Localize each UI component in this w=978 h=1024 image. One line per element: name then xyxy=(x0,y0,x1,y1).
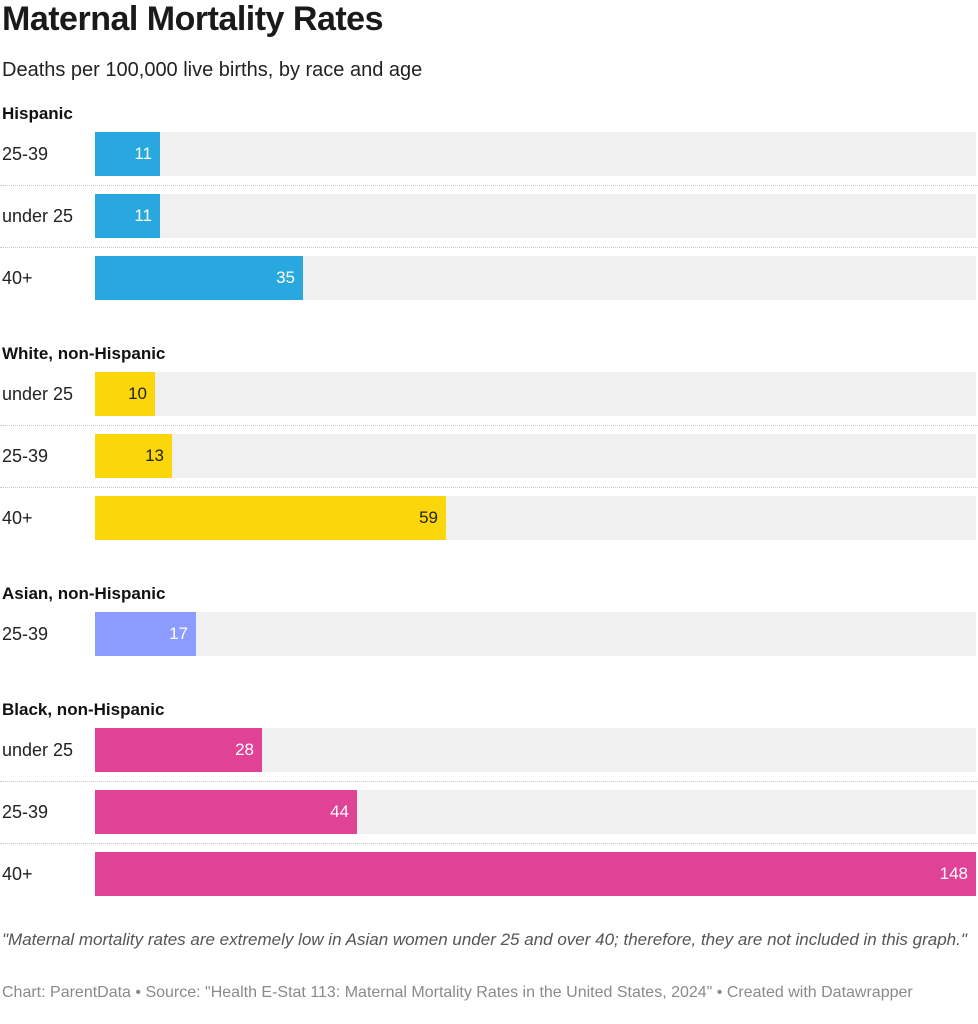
bar-track xyxy=(95,612,976,656)
group-label: Black, non-Hispanic xyxy=(2,700,165,719)
bar-track xyxy=(95,132,976,176)
row-label: 40+ xyxy=(2,268,33,288)
bar xyxy=(95,256,303,300)
chart-title: Maternal Mortality Rates xyxy=(2,0,384,38)
row-label: 25-39 xyxy=(2,624,49,644)
bar xyxy=(95,194,160,238)
row-label: under 25 xyxy=(2,384,74,404)
row-label: 40+ xyxy=(2,864,33,884)
value-label: 11 xyxy=(134,144,152,163)
bar xyxy=(95,790,357,834)
chart-source: Chart: ParentData • Source: "Health E-St… xyxy=(2,984,913,1001)
chart-note: "Maternal mortality rates are extremely … xyxy=(2,930,967,949)
row-separator xyxy=(0,781,978,782)
value-label: 44 xyxy=(330,802,349,821)
value-label: 11 xyxy=(134,206,152,225)
row-separator xyxy=(0,487,978,488)
bar xyxy=(95,434,172,478)
bar xyxy=(95,496,446,540)
row-label: 40+ xyxy=(2,508,33,528)
value-label: 13 xyxy=(145,446,164,465)
row-label: 25-39 xyxy=(2,802,49,822)
row-label: 25-39 xyxy=(2,144,49,164)
row-label: under 25 xyxy=(2,740,74,760)
group-label: White, non-Hispanic xyxy=(2,344,166,363)
bar xyxy=(95,132,160,176)
group-label: Asian, non-Hispanic xyxy=(2,584,166,603)
row-separator xyxy=(0,843,978,844)
row-separator xyxy=(0,247,978,248)
value-label: 17 xyxy=(169,624,188,643)
group-label: Hispanic xyxy=(2,104,73,123)
value-label: 35 xyxy=(276,268,295,287)
bar xyxy=(95,728,262,772)
bar xyxy=(95,372,155,416)
chart-subtitle: Deaths per 100,000 live births, by race … xyxy=(2,59,423,81)
value-label: 148 xyxy=(939,864,968,883)
bar-track xyxy=(95,194,976,238)
row-separator xyxy=(0,425,978,426)
row-label: 25-39 xyxy=(2,446,49,466)
row-label: under 25 xyxy=(2,206,74,226)
row-separator xyxy=(0,185,978,186)
value-label: 28 xyxy=(235,740,254,759)
value-label: 59 xyxy=(419,508,438,527)
bar-track xyxy=(95,434,976,478)
bar xyxy=(95,852,976,896)
value-label: 10 xyxy=(128,384,147,403)
bar-track xyxy=(95,372,976,416)
bar xyxy=(95,612,196,656)
